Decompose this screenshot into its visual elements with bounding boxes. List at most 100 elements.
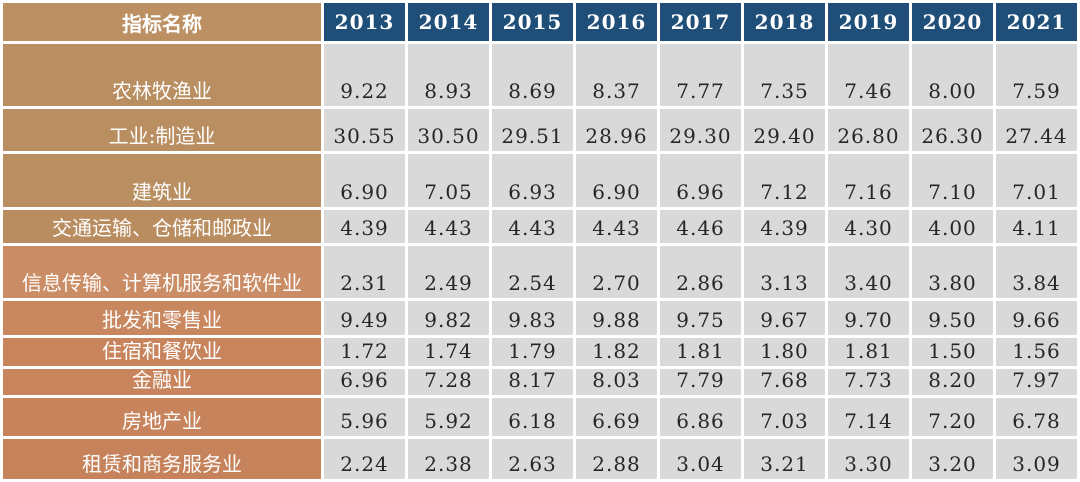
table-row: 租赁和商务服务业 2.24 2.38 2.63 2.88 3.04 3.21 3.30 3.20… <box>3 439 1077 479</box>
value-cell-2019: 9.70 <box>828 301 909 335</box>
row-label-cell: 交通运输、仓储和邮政业 <box>3 210 321 243</box>
year-header-2016: 2016 <box>576 3 657 41</box>
value-cell-2020: 4.00 <box>912 210 993 243</box>
value-cell-2020: 8.00 <box>912 44 993 106</box>
table-row: 建筑业 6.90 7.05 6.93 6.90 6.96 7.12 7.16 7.10 7.01 <box>3 154 1077 207</box>
value-cell-2015: 1.79 <box>492 338 573 366</box>
table-row: 金融业 6.96 7.28 8.17 8.03 7.79 7.68 7.73 8.20 7.97 <box>3 369 1077 395</box>
value-cell-2018: 3.13 <box>744 246 825 298</box>
row-label-cell: 建筑业 <box>3 154 321 207</box>
value-cell-2018: 7.68 <box>744 369 825 395</box>
value-cell-2015: 6.18 <box>492 398 573 436</box>
table-row: 房地产业 5.96 5.92 6.18 6.69 6.86 7.03 7.14 7.20 6.78 <box>3 398 1077 436</box>
value-cell-2014: 8.93 <box>408 44 489 106</box>
value-cell-2019: 1.81 <box>828 338 909 366</box>
value-cell-2015: 2.54 <box>492 246 573 298</box>
row-label-cell: 租赁和商务服务业 <box>3 439 321 479</box>
table-row: 农林牧渔业 9.22 8.93 8.69 8.37 7.77 7.35 7.46 8.00 7.5… <box>3 44 1077 106</box>
value-cell-2017: 7.77 <box>660 44 741 106</box>
value-cell-2021: 7.97 <box>996 369 1077 395</box>
value-cell-2018: 4.39 <box>744 210 825 243</box>
value-cell-2021: 1.56 <box>996 338 1077 366</box>
header-row: 指标名称 2013 2014 2015 2016 2017 2018 2019 2020 202… <box>3 3 1077 41</box>
row-label-cell: 住宿和餐饮业 <box>3 338 321 366</box>
value-cell-2017: 7.79 <box>660 369 741 395</box>
value-cell-2014: 2.38 <box>408 439 489 479</box>
table-body: 农林牧渔业 9.22 8.93 8.69 8.37 7.77 7.35 7.46 8.00 7.5… <box>3 44 1077 479</box>
value-cell-2020: 3.20 <box>912 439 993 479</box>
table-row: 住宿和餐饮业 1.72 1.74 1.79 1.82 1.81 1.80 1.81 1.50 1.… <box>3 338 1077 366</box>
value-cell-2020: 7.10 <box>912 154 993 207</box>
value-cell-2021: 4.11 <box>996 210 1077 243</box>
value-cell-2013: 1.72 <box>324 338 405 366</box>
value-cell-2013: 9.22 <box>324 44 405 106</box>
value-cell-2016: 2.70 <box>576 246 657 298</box>
value-cell-2014: 5.92 <box>408 398 489 436</box>
value-cell-2015: 4.43 <box>492 210 573 243</box>
value-cell-2021: 9.66 <box>996 301 1077 335</box>
value-cell-2015: 2.63 <box>492 439 573 479</box>
value-cell-2019: 3.30 <box>828 439 909 479</box>
value-cell-2021: 3.09 <box>996 439 1077 479</box>
value-cell-2013: 6.96 <box>324 369 405 395</box>
value-cell-2013: 5.96 <box>324 398 405 436</box>
value-cell-2016: 6.69 <box>576 398 657 436</box>
value-cell-2016: 28.96 <box>576 109 657 151</box>
value-cell-2016: 6.90 <box>576 154 657 207</box>
value-cell-2019: 4.30 <box>828 210 909 243</box>
value-cell-2018: 3.21 <box>744 439 825 479</box>
table-row: 工业:制造业 30.55 30.50 29.51 28.96 29.30 29.40 26.8… <box>3 109 1077 151</box>
value-cell-2020: 7.20 <box>912 398 993 436</box>
table-row: 批发和零售业 9.49 9.82 9.83 9.88 9.75 9.67 9.70 9.50 9.… <box>3 301 1077 335</box>
value-cell-2017: 4.46 <box>660 210 741 243</box>
value-cell-2014: 7.28 <box>408 369 489 395</box>
value-cell-2018: 7.35 <box>744 44 825 106</box>
value-cell-2018: 1.80 <box>744 338 825 366</box>
value-cell-2014: 2.49 <box>408 246 489 298</box>
value-cell-2020: 1.50 <box>912 338 993 366</box>
year-header-2017: 2017 <box>660 3 741 41</box>
value-cell-2013: 2.31 <box>324 246 405 298</box>
value-cell-2015: 29.51 <box>492 109 573 151</box>
year-header-2018: 2018 <box>744 3 825 41</box>
year-header-2013: 2013 <box>324 3 405 41</box>
value-cell-2018: 9.67 <box>744 301 825 335</box>
value-cell-2018: 7.03 <box>744 398 825 436</box>
year-header-2015: 2015 <box>492 3 573 41</box>
value-cell-2018: 29.40 <box>744 109 825 151</box>
value-cell-2016: 1.82 <box>576 338 657 366</box>
value-cell-2016: 8.37 <box>576 44 657 106</box>
value-cell-2018: 7.12 <box>744 154 825 207</box>
value-cell-2017: 2.86 <box>660 246 741 298</box>
value-cell-2021: 6.78 <box>996 398 1077 436</box>
value-cell-2021: 3.84 <box>996 246 1077 298</box>
row-label-cell: 农林牧渔业 <box>3 44 321 106</box>
value-cell-2013: 30.55 <box>324 109 405 151</box>
value-cell-2014: 9.82 <box>408 301 489 335</box>
value-cell-2017: 6.86 <box>660 398 741 436</box>
value-cell-2020: 8.20 <box>912 369 993 395</box>
value-cell-2020: 9.50 <box>912 301 993 335</box>
value-cell-2016: 4.43 <box>576 210 657 243</box>
row-label-cell: 批发和零售业 <box>3 301 321 335</box>
value-cell-2014: 4.43 <box>408 210 489 243</box>
value-cell-2015: 8.69 <box>492 44 573 106</box>
value-cell-2016: 2.88 <box>576 439 657 479</box>
value-cell-2013: 6.90 <box>324 154 405 207</box>
value-cell-2015: 6.93 <box>492 154 573 207</box>
value-cell-2021: 7.59 <box>996 44 1077 106</box>
value-cell-2016: 8.03 <box>576 369 657 395</box>
value-cell-2017: 29.30 <box>660 109 741 151</box>
year-header-2019: 2019 <box>828 3 909 41</box>
value-cell-2015: 9.83 <box>492 301 573 335</box>
row-label-cell: 金融业 <box>3 369 321 395</box>
value-cell-2019: 7.14 <box>828 398 909 436</box>
value-cell-2019: 26.80 <box>828 109 909 151</box>
year-header-2014: 2014 <box>408 3 489 41</box>
row-label-cell: 信息传输、计算机服务和软件业 <box>3 246 321 298</box>
value-cell-2014: 1.74 <box>408 338 489 366</box>
value-cell-2020: 26.30 <box>912 109 993 151</box>
year-header-2021: 2021 <box>996 3 1077 41</box>
value-cell-2019: 7.73 <box>828 369 909 395</box>
value-cell-2016: 9.88 <box>576 301 657 335</box>
